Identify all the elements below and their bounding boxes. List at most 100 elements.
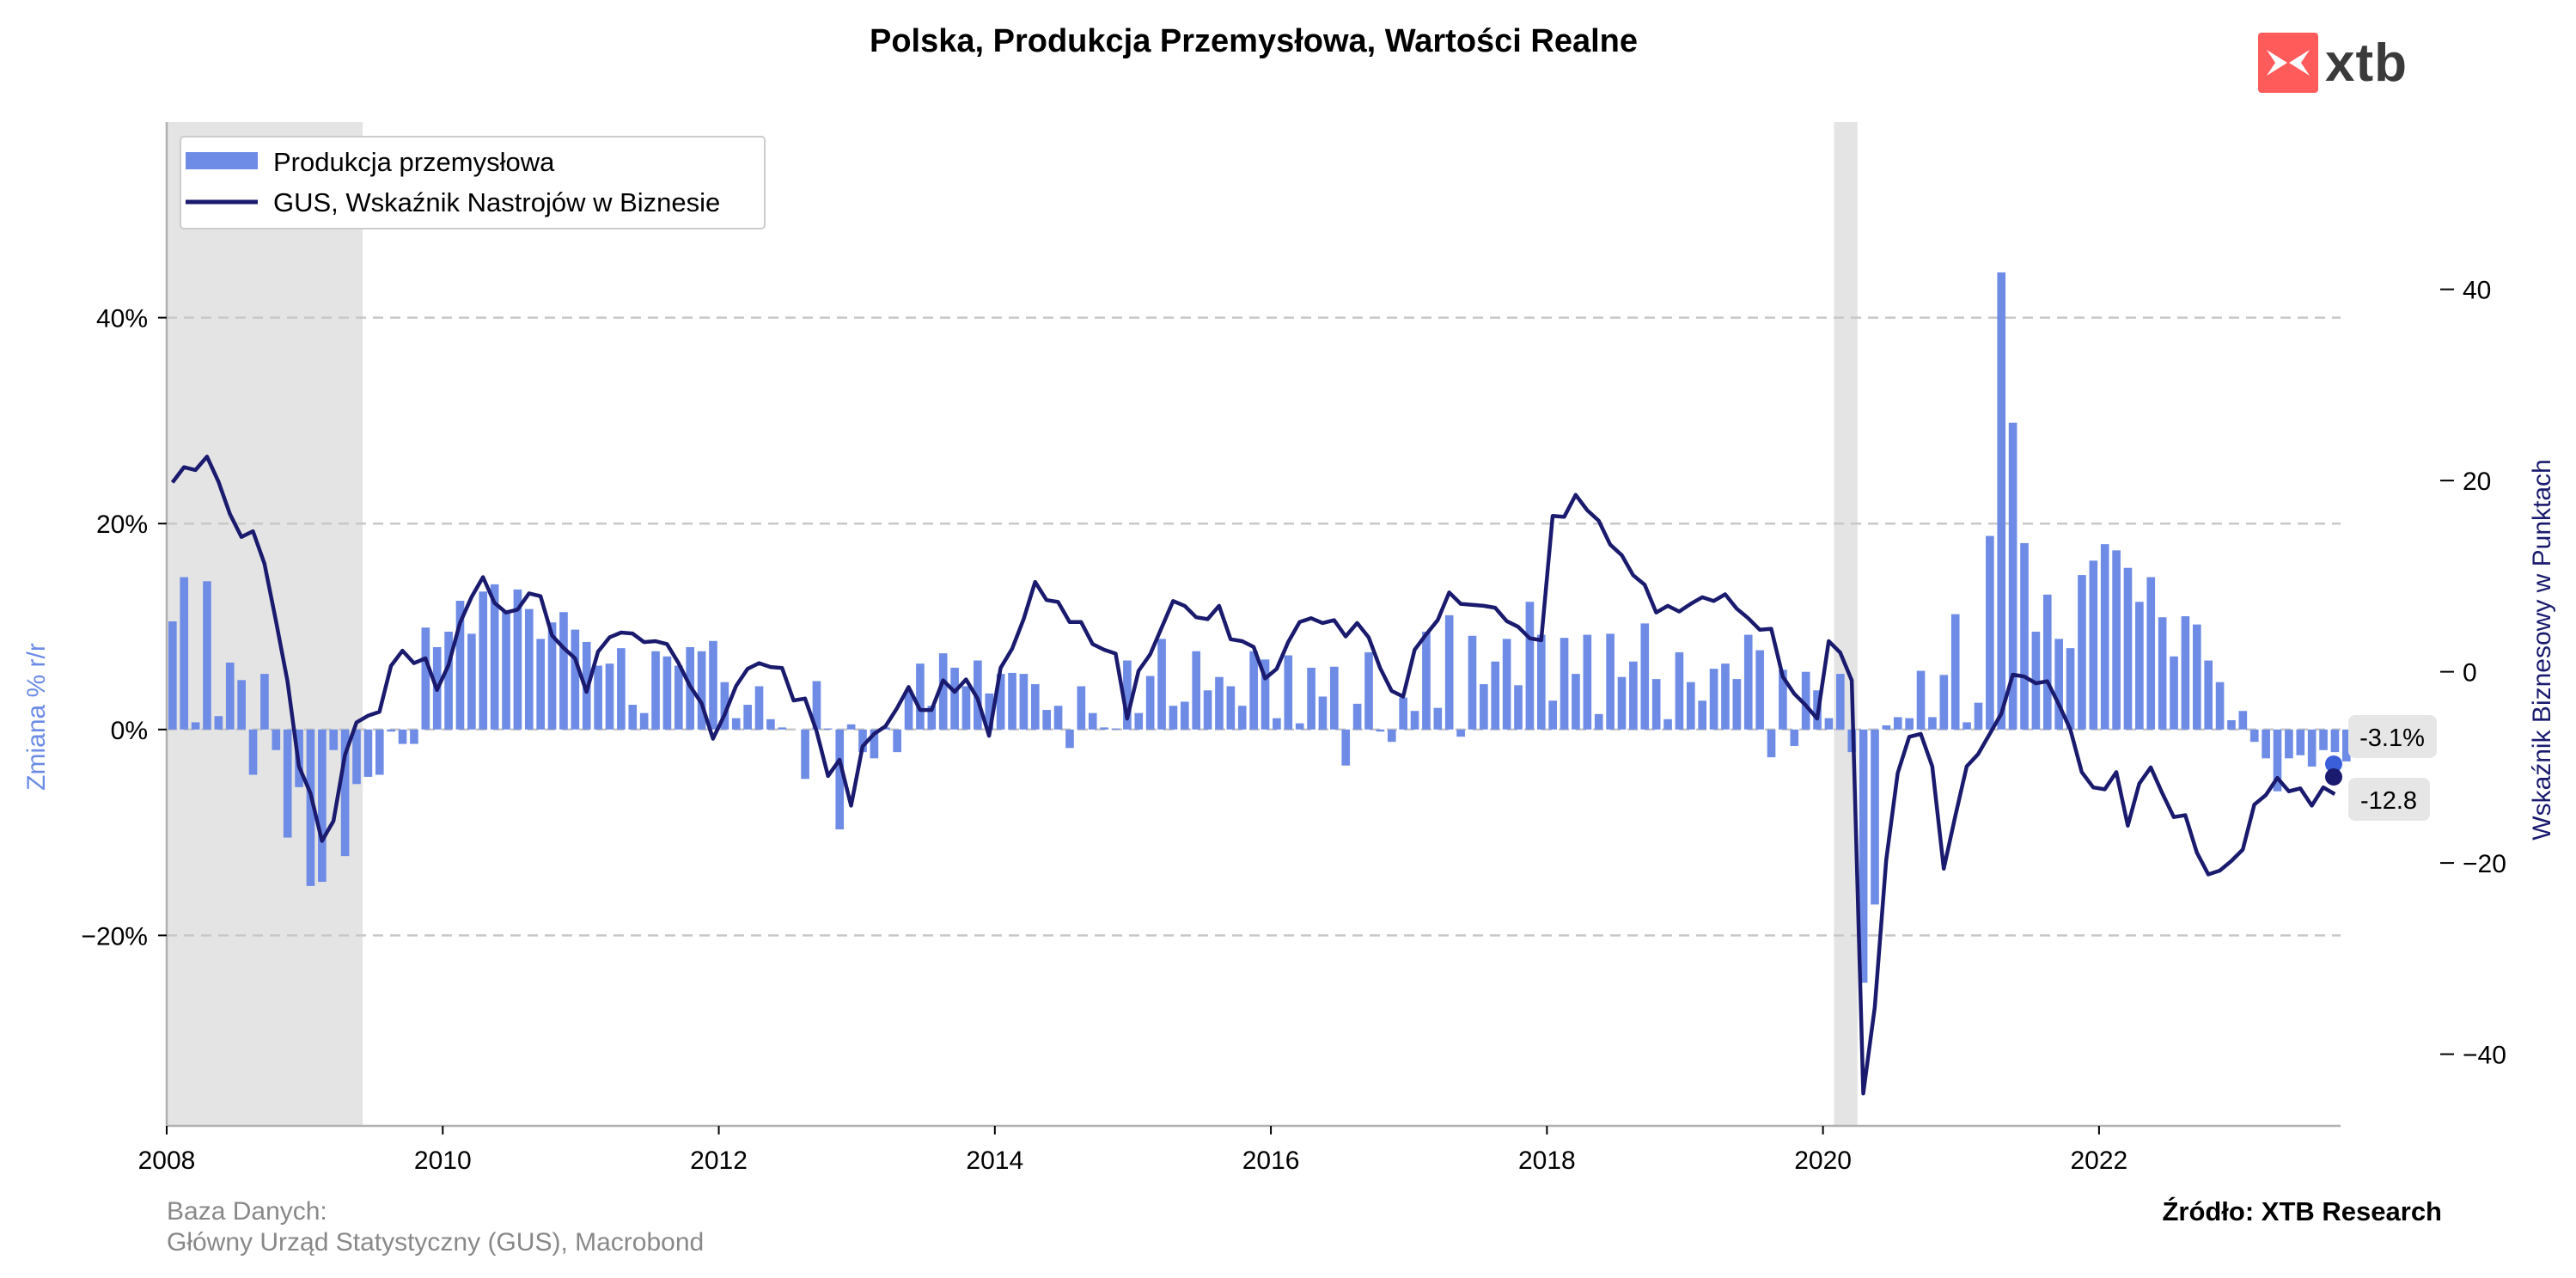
- bar: [1295, 723, 1304, 730]
- bar: [938, 653, 948, 730]
- bar: [225, 662, 235, 730]
- xtb-logo: xtb: [2258, 33, 2408, 93]
- bar: [2112, 550, 2121, 730]
- bar: [571, 629, 580, 730]
- bar: [1939, 675, 1949, 730]
- bar: [651, 651, 660, 730]
- end-label-bars-box: [2348, 715, 2437, 758]
- bar: [697, 651, 706, 730]
- bar: [628, 705, 638, 730]
- bar: [559, 612, 568, 730]
- bar: [547, 622, 557, 730]
- end-marker-bars: [2325, 755, 2342, 773]
- end-label-bars-text: -3.1%: [2359, 725, 2425, 752]
- bar: [731, 718, 741, 730]
- bar: [1444, 615, 1454, 730]
- bar: [1307, 667, 1315, 730]
- bar: [375, 729, 384, 775]
- bar: [1640, 623, 1650, 730]
- bar: [1192, 651, 1201, 730]
- bar: [1480, 684, 1488, 730]
- bar: [340, 729, 350, 857]
- bar: [214, 716, 223, 730]
- bar: [812, 681, 821, 730]
- x-tick-label: 2008: [138, 1147, 196, 1175]
- bar: [1974, 702, 1983, 730]
- bar: [2066, 648, 2075, 730]
- bar: [1387, 729, 1396, 743]
- bar: [1525, 602, 1535, 730]
- bar: [1721, 663, 1730, 730]
- bar: [835, 729, 845, 829]
- bar: [1963, 722, 1971, 730]
- bar: [1675, 651, 1684, 730]
- bar: [1836, 674, 1845, 730]
- bar: [870, 729, 879, 759]
- y-left-tick-label: −20%: [81, 922, 148, 951]
- bar: [1617, 676, 1627, 730]
- bar: [248, 729, 258, 775]
- left-axis-label: Zmiana % r/r: [22, 643, 51, 791]
- bar: [2215, 682, 2225, 730]
- bar: [513, 589, 522, 730]
- bar: [639, 712, 649, 730]
- bar: [1364, 651, 1373, 730]
- bar: [824, 728, 833, 730]
- bar: [2204, 660, 2213, 730]
- legend: Produkcja przemysłowa GUS, Wskaźnik Nast…: [180, 136, 766, 229]
- bar: [2249, 729, 2259, 743]
- bar: [1376, 729, 1385, 732]
- y-right-tick-label: 0: [2463, 659, 2477, 688]
- bar: [778, 727, 787, 730]
- left-axis-ticks: −20% 0% 20% 40%: [81, 305, 167, 951]
- footer-source: Baza Danych: Główny Urząd Statystyczny (…: [167, 1196, 704, 1258]
- bar: [1088, 712, 1097, 730]
- bar: [398, 729, 407, 744]
- bar: [1352, 703, 1362, 730]
- legend-bar-label: Produkcja przemysłowa: [273, 147, 555, 177]
- bar: [180, 577, 189, 730]
- bar: [1801, 671, 1810, 730]
- end-label-bars: -3.1%: [2325, 715, 2437, 773]
- bar: [283, 729, 292, 838]
- footer-credit: Źródło: XTB Research: [2162, 1196, 2442, 1226]
- end-label-line: -12.8: [2325, 768, 2430, 821]
- bar: [1790, 729, 1799, 746]
- x-tick-label: 2010: [414, 1147, 472, 1175]
- y-left-tick-label: 20%: [96, 511, 148, 539]
- logo-text: xtb: [2325, 33, 2408, 93]
- bar: [352, 729, 361, 785]
- y-right-tick-label: 40: [2463, 277, 2491, 305]
- bar: [1594, 713, 1603, 730]
- end-label-line-box: [2348, 778, 2430, 821]
- bar: [2054, 639, 2063, 730]
- bar: [1986, 535, 1994, 730]
- legend-line-label: GUS, Wskaźnik Nastrojów w Biznesie: [273, 187, 720, 217]
- bar: [1123, 660, 1132, 730]
- business-sentiment-line: [170, 455, 2336, 1096]
- bar: [1456, 729, 1465, 737]
- chart-title: Polska, Produkcja Przemysłowa, Wartości …: [870, 23, 1638, 59]
- bar: [2146, 577, 2156, 730]
- bar-series: [168, 272, 2351, 983]
- bar: [363, 729, 373, 777]
- bar: [1824, 718, 1834, 730]
- bar: [1893, 717, 1902, 730]
- bar: [168, 621, 177, 730]
- bar: [1882, 725, 1891, 730]
- bar: [743, 705, 752, 730]
- bar: [2319, 729, 2328, 750]
- bar: [1226, 686, 1236, 730]
- bar: [1651, 679, 1661, 730]
- bar: [467, 633, 476, 730]
- bar: [1514, 685, 1523, 730]
- bar: [444, 631, 453, 730]
- bar: [2078, 575, 2086, 730]
- bar: [2135, 602, 2144, 730]
- legend-bar-swatch: [186, 152, 258, 169]
- bar: [594, 665, 602, 730]
- x-axis-ticks: 2008 2010 2012 2014 2016 2018 2020 2022: [138, 1126, 2127, 1175]
- bar: [1318, 696, 1328, 730]
- bar: [260, 674, 269, 730]
